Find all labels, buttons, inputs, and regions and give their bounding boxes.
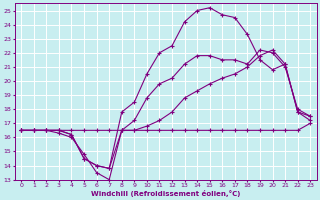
X-axis label: Windchill (Refroidissement éolien,°C): Windchill (Refroidissement éolien,°C) — [91, 190, 240, 197]
